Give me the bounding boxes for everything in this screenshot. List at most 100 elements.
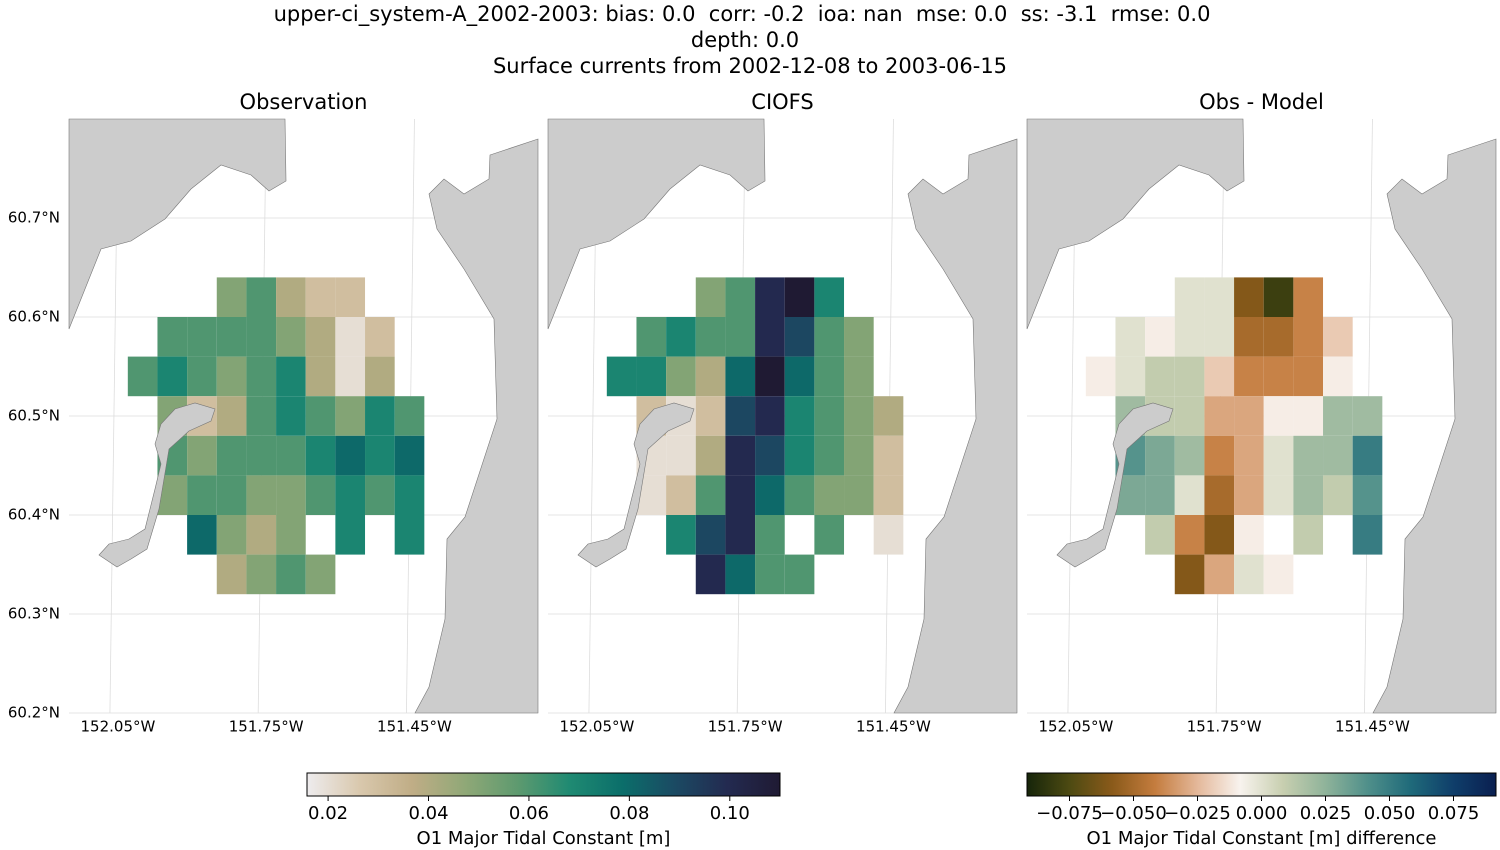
cell (814, 475, 845, 515)
suptitle: depth: 0.0 (691, 28, 799, 52)
cell (1174, 515, 1205, 555)
y-tick-label: 60.2°N (8, 704, 60, 722)
cell (814, 396, 845, 436)
cell (666, 515, 696, 555)
cell (755, 356, 785, 397)
colorbar-tick-label: 0.025 (1300, 803, 1352, 824)
cell (394, 435, 425, 476)
colorbar (1026, 772, 1497, 797)
cell (1293, 435, 1324, 476)
x-tick-label: 152.05°W (81, 718, 156, 736)
cell (695, 515, 726, 555)
cell (246, 317, 277, 357)
cell (784, 435, 815, 476)
colorbar-tick-label: 0.06 (509, 803, 549, 824)
cell (1204, 356, 1235, 397)
cell (844, 475, 874, 515)
cell (1145, 317, 1175, 357)
colorbar-tick-label: 0.075 (1428, 803, 1480, 824)
cell (695, 435, 726, 476)
cell (1352, 475, 1383, 515)
cell (1174, 554, 1205, 595)
cell (784, 475, 815, 515)
cell (246, 435, 277, 476)
cell (1234, 554, 1264, 595)
cell (127, 356, 158, 397)
cell (725, 475, 756, 515)
cell (335, 356, 366, 397)
cell (335, 277, 366, 317)
cell (216, 475, 247, 515)
cell (1263, 277, 1294, 317)
cell (1204, 277, 1235, 317)
suptitle: upper-ci_system-A_2002-2003: bias: 0.0 c… (274, 2, 1211, 27)
colorbar-tick-label: 0.08 (609, 803, 649, 824)
panel-title: CIOFS (751, 90, 813, 114)
cell (1323, 475, 1353, 515)
cell (216, 277, 247, 317)
cell (1204, 396, 1235, 436)
cell (1145, 356, 1175, 397)
cell (305, 356, 336, 397)
x-tick-label: 151.75°W (229, 718, 304, 736)
cell (335, 475, 366, 515)
cell (1204, 475, 1235, 515)
cell (666, 435, 696, 476)
colorbar-label: O1 Major Tidal Constant [m] difference (1087, 828, 1437, 849)
cell (784, 317, 815, 357)
cell (725, 396, 756, 436)
cell (1174, 277, 1205, 317)
cell (1293, 356, 1324, 397)
x-tick-label: 152.05°W (560, 718, 635, 736)
cell (1204, 435, 1235, 476)
cell (157, 356, 188, 397)
cell (844, 317, 874, 357)
x-tick-label: 151.75°W (708, 718, 783, 736)
cell (216, 356, 247, 397)
cell (1174, 396, 1205, 436)
cell (276, 515, 306, 555)
cell (1263, 396, 1294, 436)
cell (1293, 475, 1324, 515)
cell (216, 554, 247, 595)
cell (216, 317, 247, 357)
cell (365, 356, 395, 397)
cell (305, 396, 336, 436)
cell (814, 435, 845, 476)
cell (1085, 356, 1116, 397)
cell (1234, 515, 1264, 555)
cell (1115, 317, 1146, 357)
cell (666, 356, 696, 397)
cell (216, 435, 247, 476)
cell (1234, 317, 1264, 357)
cell (187, 435, 217, 476)
cell (725, 277, 756, 317)
cell (276, 356, 306, 397)
y-tick-label: 60.3°N (8, 605, 60, 623)
cell (187, 317, 217, 357)
cell (1145, 515, 1175, 555)
cell (1263, 475, 1294, 515)
cell (755, 515, 785, 555)
cell (276, 317, 306, 357)
cell (814, 317, 845, 357)
cell (1293, 396, 1324, 436)
cell (784, 277, 815, 317)
cell (636, 317, 667, 357)
cell (276, 277, 306, 317)
colorbar-tick-label: 0.050 (1364, 803, 1416, 824)
cell (1352, 435, 1383, 476)
cell (725, 554, 756, 595)
cell (844, 435, 874, 476)
cell (844, 356, 874, 397)
cell (814, 515, 845, 555)
suptitle: Surface currents from 2002-12-08 to 2003… (493, 54, 1007, 78)
cell (606, 356, 637, 397)
cell (695, 396, 726, 436)
cell (1293, 317, 1324, 357)
x-tick-label: 151.75°W (1187, 718, 1262, 736)
cell (394, 475, 425, 515)
cell (814, 356, 845, 397)
cell (695, 356, 726, 397)
cell (755, 277, 785, 317)
